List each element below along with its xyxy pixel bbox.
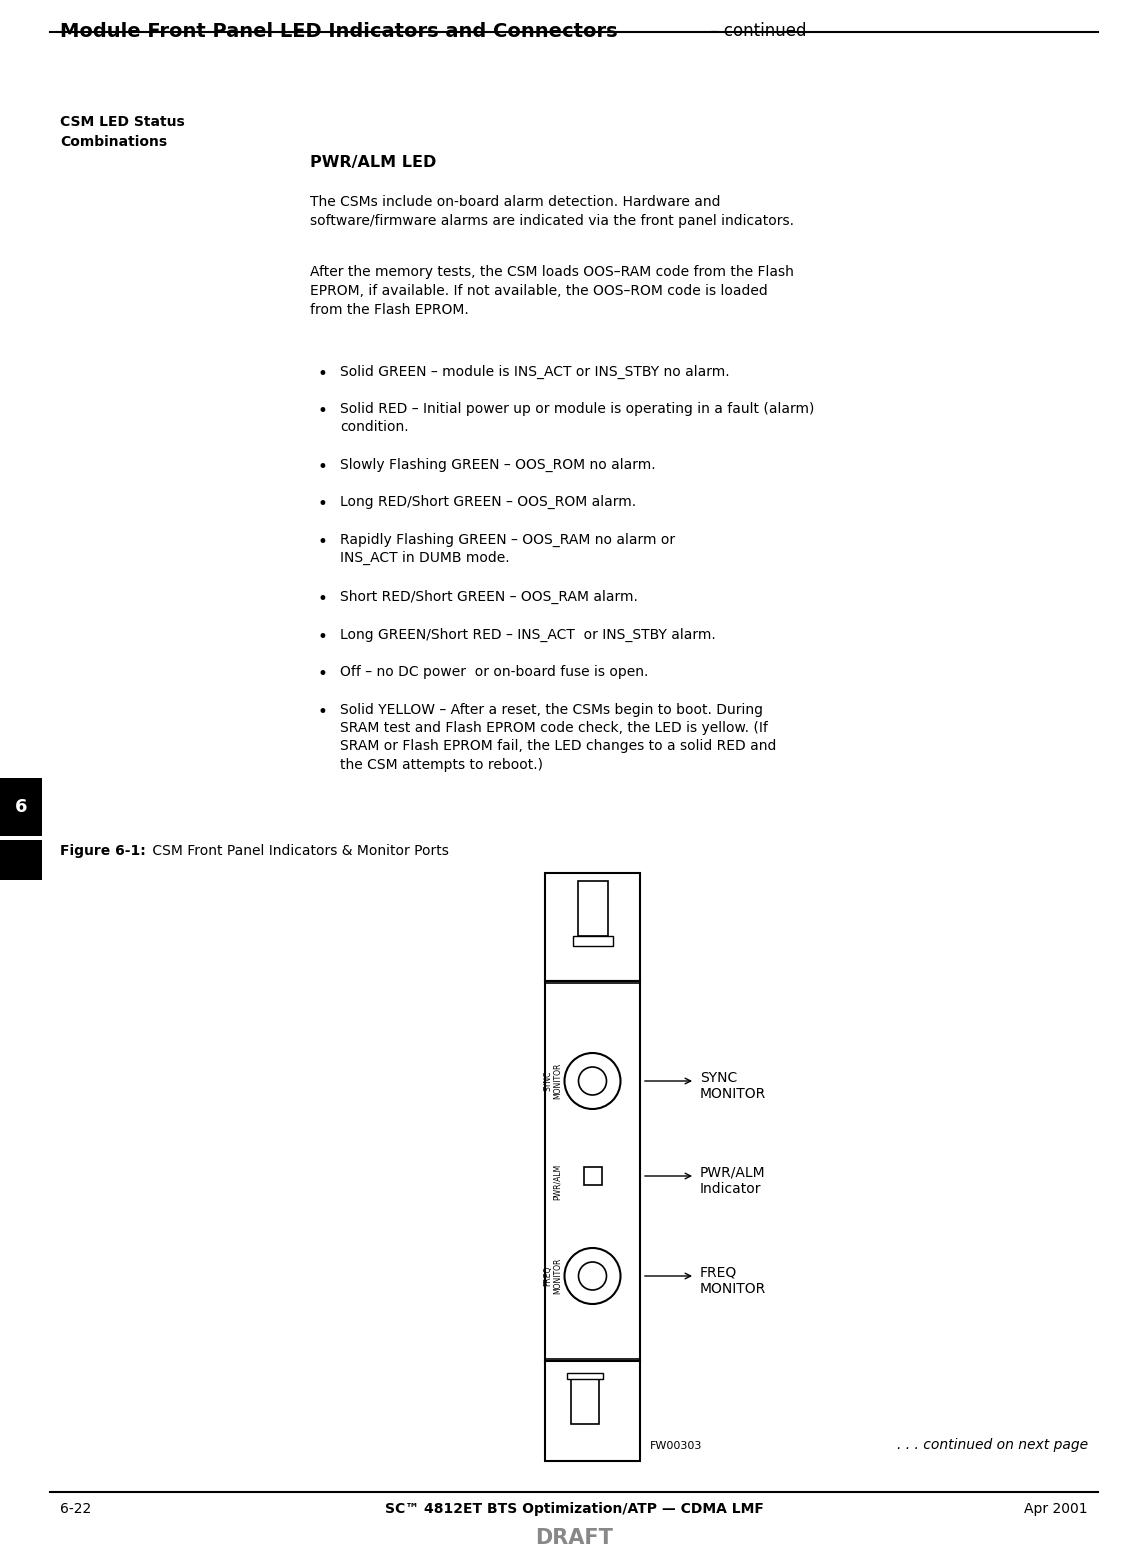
Text: FW00303: FW00303 <box>650 1441 703 1452</box>
Text: DRAFT: DRAFT <box>535 1528 613 1548</box>
Bar <box>573 937 613 946</box>
Circle shape <box>579 1262 606 1290</box>
Text: •: • <box>318 366 328 383</box>
Text: CSM Front Panel Indicators & Monitor Ports: CSM Front Panel Indicators & Monitor Por… <box>148 843 449 857</box>
Text: – continued: – continued <box>705 22 807 40</box>
Text: PWR/ALM: PWR/ALM <box>552 1164 561 1200</box>
Text: Module Front Panel LED Indicators and Connectors: Module Front Panel LED Indicators and Co… <box>60 22 618 40</box>
Text: •: • <box>318 629 328 646</box>
Text: Short RED/Short GREEN – OOS_RAM alarm.: Short RED/Short GREEN – OOS_RAM alarm. <box>340 590 638 604</box>
Text: •: • <box>318 590 328 608</box>
Bar <box>0 778 42 836</box>
Text: PWR/ALM LED: PWR/ALM LED <box>310 156 436 170</box>
Text: SYNC
MONITOR: SYNC MONITOR <box>700 1071 766 1102</box>
Text: •: • <box>318 664 328 683</box>
Text: •: • <box>318 457 328 476</box>
Text: The CSMs include on-board alarm detection. Hardware and
software/firmware alarms: The CSMs include on-board alarm detectio… <box>310 194 794 227</box>
Bar <box>566 1372 603 1379</box>
Text: FREQ
MONITOR: FREQ MONITOR <box>700 1267 766 1296</box>
Text: Off – no DC power  or on-board fuse is open.: Off – no DC power or on-board fuse is op… <box>340 664 649 678</box>
Circle shape <box>579 1067 606 1095</box>
Text: 6: 6 <box>15 798 28 815</box>
Bar <box>571 1376 598 1424</box>
Bar <box>545 873 639 980</box>
Bar <box>0 840 42 881</box>
Circle shape <box>565 1053 621 1109</box>
Text: •: • <box>318 703 328 720</box>
Text: SC™ 4812ET BTS Optimization/ATP — CDMA LMF: SC™ 4812ET BTS Optimization/ATP — CDMA L… <box>385 1502 763 1516</box>
Text: Slowly Flashing GREEN – OOS_ROM no alarm.: Slowly Flashing GREEN – OOS_ROM no alarm… <box>340 457 656 471</box>
Text: •: • <box>318 401 328 420</box>
Text: •: • <box>318 495 328 513</box>
Text: Long RED/Short GREEN – OOS_ROM alarm.: Long RED/Short GREEN – OOS_ROM alarm. <box>340 495 636 509</box>
Text: Solid GREEN – module is INS_ACT or INS_STBY no alarm.: Solid GREEN – module is INS_ACT or INS_S… <box>340 366 730 380</box>
Text: CSM LED Status
Combinations: CSM LED Status Combinations <box>60 115 185 148</box>
Text: SYNC
MONITOR: SYNC MONITOR <box>543 1063 563 1100</box>
Text: Rapidly Flashing GREEN – OOS_RAM no alarm or
INS_ACT in DUMB mode.: Rapidly Flashing GREEN – OOS_RAM no alar… <box>340 534 675 565</box>
Text: PWR/ALM
Indicator: PWR/ALM Indicator <box>700 1165 766 1197</box>
Text: . . . continued on next page: . . . continued on next page <box>897 1438 1088 1452</box>
Bar <box>545 1362 639 1461</box>
Text: Figure 6-1:: Figure 6-1: <box>60 843 146 857</box>
Bar <box>583 1167 602 1186</box>
Bar <box>577 881 607 937</box>
Text: Solid YELLOW – After a reset, the CSMs begin to boot. During
SRAM test and Flash: Solid YELLOW – After a reset, the CSMs b… <box>340 703 776 772</box>
Text: •: • <box>318 534 328 551</box>
Text: After the memory tests, the CSM loads OOS–RAM code from the Flash
EPROM, if avai: After the memory tests, the CSM loads OO… <box>310 265 794 317</box>
Bar <box>545 980 639 1362</box>
Text: FREQ
MONITOR: FREQ MONITOR <box>543 1257 563 1295</box>
Text: Solid RED – Initial power up or module is operating in a fault (alarm)
condition: Solid RED – Initial power up or module i… <box>340 401 814 434</box>
Text: Apr 2001: Apr 2001 <box>1024 1502 1088 1516</box>
Text: 6-22: 6-22 <box>60 1502 91 1516</box>
Text: Long GREEN/Short RED – INS_ACT  or INS_STBY alarm.: Long GREEN/Short RED – INS_ACT or INS_ST… <box>340 629 715 643</box>
Circle shape <box>565 1248 621 1304</box>
